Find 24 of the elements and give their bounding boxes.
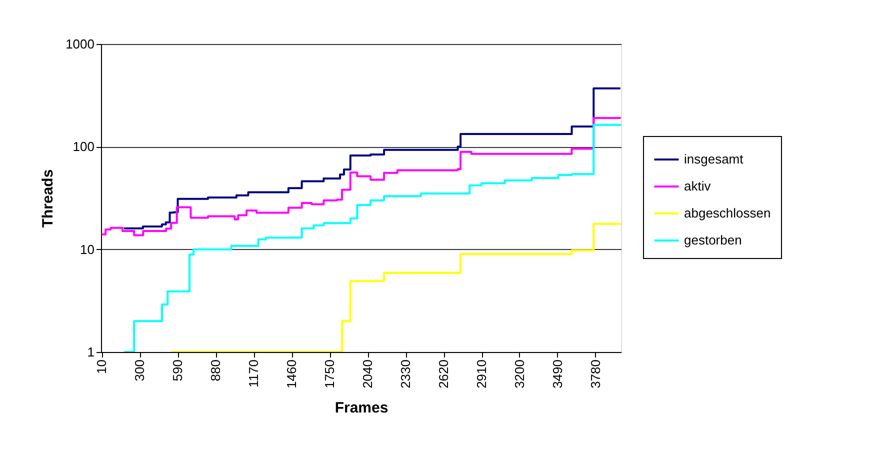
y-tick-label: 100 (72, 139, 94, 154)
x-tick-label: 3490 (550, 360, 565, 388)
x-tick-label: 10 (94, 360, 110, 374)
x-tick-label: 2040 (360, 360, 376, 388)
y-axis-title: Threads (40, 169, 57, 228)
legend-label: abgeschlossen (684, 206, 771, 220)
y-tick-label: 10 (80, 242, 94, 257)
x-tick-label: 3200 (512, 360, 527, 388)
x-tick-label: 2330 (398, 360, 414, 388)
y-tick-label: 1 (87, 344, 94, 360)
legend-label: aktiv (684, 178, 712, 194)
x-tick-label: 880 (208, 360, 224, 382)
legend-label: insgesamt (684, 152, 744, 166)
x-tick-label: 2620 (436, 360, 452, 388)
x-tick-label: 1460 (284, 360, 300, 388)
y-tick-label: 1000 (66, 36, 94, 52)
x-tick-label: 3780 (588, 360, 603, 388)
legend-label: gestorben (684, 232, 742, 248)
x-tick-label: 300 (132, 360, 148, 382)
x-tick-label: 1170 (246, 360, 262, 388)
x-tick-label: 2910 (474, 360, 490, 388)
x-axis-title: Frames (334, 399, 388, 416)
x-tick-label: 1750 (322, 360, 338, 388)
x-tick-label: 590 (170, 360, 186, 382)
